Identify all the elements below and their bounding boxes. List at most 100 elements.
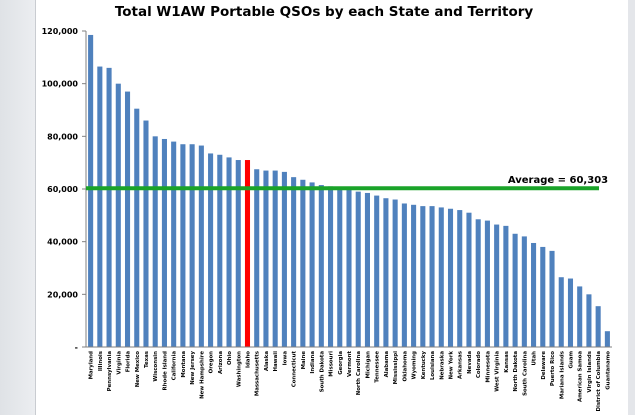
bar-virginia (115, 83, 121, 348)
bar-florida (124, 91, 131, 347)
x-tick-label: Virginia (116, 351, 122, 375)
x-tick-label: Puerto Rico (550, 351, 556, 386)
bar-guantanamo (604, 331, 610, 347)
average-group: Average = 60,303 (86, 175, 608, 191)
x-tick-label: Rhode Island (162, 351, 168, 391)
bar-puerto-rico (549, 250, 555, 347)
bar-nevada (466, 212, 472, 347)
x-tick-label: Michigan (365, 351, 371, 379)
y-tick-label: 20,000 (47, 290, 78, 299)
bar-massachusetts (254, 169, 260, 347)
x-tick-label: Idaho (245, 351, 251, 368)
x-tick-label: Nebraska (439, 351, 445, 380)
x-tick-label: Kansas (504, 351, 510, 373)
x-tick-label: Oklahoma (402, 351, 408, 382)
bar-new-mexico (134, 108, 140, 348)
x-tick-label: Tennessee (375, 351, 381, 383)
x-tick-label: New Hampshire (199, 351, 205, 399)
x-tick-label: Louisiana (430, 351, 436, 380)
bar-maine (300, 179, 306, 347)
bar-colorado (475, 219, 481, 347)
x-tick-label: Massachusetts (255, 351, 261, 396)
x-tick-label: Montana (181, 351, 187, 378)
x-tick-label: Wyoming (412, 351, 418, 379)
bar-nebraska (438, 207, 444, 347)
x-tick-label: Kentucky (421, 351, 427, 380)
x-tick-label: Ohio (227, 351, 233, 365)
bar-kentucky (420, 206, 426, 347)
x-axis: Maryland Illinois Pennsylvania Virginia Flor… (86, 346, 612, 412)
bar-california (171, 141, 177, 347)
bar-hawaii (272, 170, 278, 347)
x-tick-label: Arizona (218, 351, 224, 374)
x-tick-label: Pennsylvania (107, 351, 113, 392)
x-tick-label: Arkansas (458, 351, 464, 379)
x-tick-label: Florida (126, 351, 132, 373)
x-tick-label: California (172, 351, 178, 381)
y-axis: - 20,000 40,000 60,000 80,000 100,000 120,000 (42, 27, 87, 352)
y-tick-label: 60,000 (47, 185, 78, 194)
bar-alabama (383, 198, 389, 347)
x-tick-label: Utah (532, 351, 538, 366)
bar-texas (143, 120, 149, 347)
x-tick-label: Virgin Islands (587, 351, 593, 393)
x-tick-label: Nevada (467, 351, 473, 374)
bar-new-jersey (189, 144, 195, 347)
x-tick-label: Maine (301, 351, 307, 370)
x-tick-label: Vermont (347, 351, 353, 377)
x-tick-label: West Virginia (495, 351, 501, 392)
bar-montana (180, 144, 186, 347)
bar-tennessee (374, 195, 380, 347)
x-tick-label: Mississippi (393, 351, 399, 384)
bar-south-dakota (318, 185, 324, 347)
x-tick-label: American Samoa (578, 351, 584, 402)
bar-iowa (281, 171, 287, 347)
bar-west-virginia (494, 224, 500, 347)
x-tick-label: New York (449, 351, 455, 380)
bar-new-hampshire (198, 145, 204, 347)
bar-arizona (217, 154, 223, 347)
bar-kansas (503, 225, 509, 347)
x-tick-label: Texas (144, 351, 150, 368)
bar-vermont (346, 189, 352, 347)
y-tick-label: 120,000 (42, 27, 79, 36)
x-tick-label: Guam (568, 351, 574, 369)
bar-rhode-island (161, 138, 167, 347)
x-tick-label: Mariana Islands (559, 351, 565, 399)
x-tick-label: South Carolina (522, 351, 528, 396)
bar-north-dakota (512, 233, 518, 347)
y-tick-label: 100,000 (42, 80, 79, 89)
x-tick-label: Georgia (338, 351, 344, 375)
bar-virgin-islands (586, 294, 592, 347)
y-tick-label: 40,000 (47, 238, 78, 247)
x-tick-label: Connecticut (292, 351, 298, 388)
bar-south-carolina (521, 236, 527, 347)
y-tick-label: - (75, 343, 78, 352)
y-tick-label: 80,000 (47, 132, 78, 141)
bar-north-carolina (355, 191, 361, 347)
bar-american-samoa (577, 286, 583, 347)
bar-new-york (447, 208, 454, 347)
x-tick-label: North Carolina (356, 351, 362, 396)
x-tick-label: Alabama (384, 351, 390, 378)
x-tick-label: Wisconsin (153, 351, 159, 382)
bar-michigan (364, 192, 370, 347)
bar-idaho (244, 160, 251, 347)
x-tick-label: Colorado (476, 351, 482, 378)
x-tick-label: Maryland (89, 351, 95, 379)
bar-guam (567, 278, 574, 347)
x-tick-label: Washington (236, 351, 242, 387)
bar-minnesota (484, 220, 490, 347)
x-tick-label: Illinois (98, 351, 104, 371)
bars-group (88, 34, 610, 348)
bar-delaware (540, 246, 546, 347)
bar-louisiana (429, 206, 435, 347)
x-tick-label: Guantanamo (605, 351, 611, 390)
bar-arkansas (457, 210, 463, 347)
bar-connecticut (291, 177, 297, 347)
bar-utah (531, 242, 537, 347)
x-tick-label: Iowa (282, 351, 288, 366)
left-margin (0, 0, 36, 415)
x-tick-label: South Dakota (319, 351, 325, 393)
